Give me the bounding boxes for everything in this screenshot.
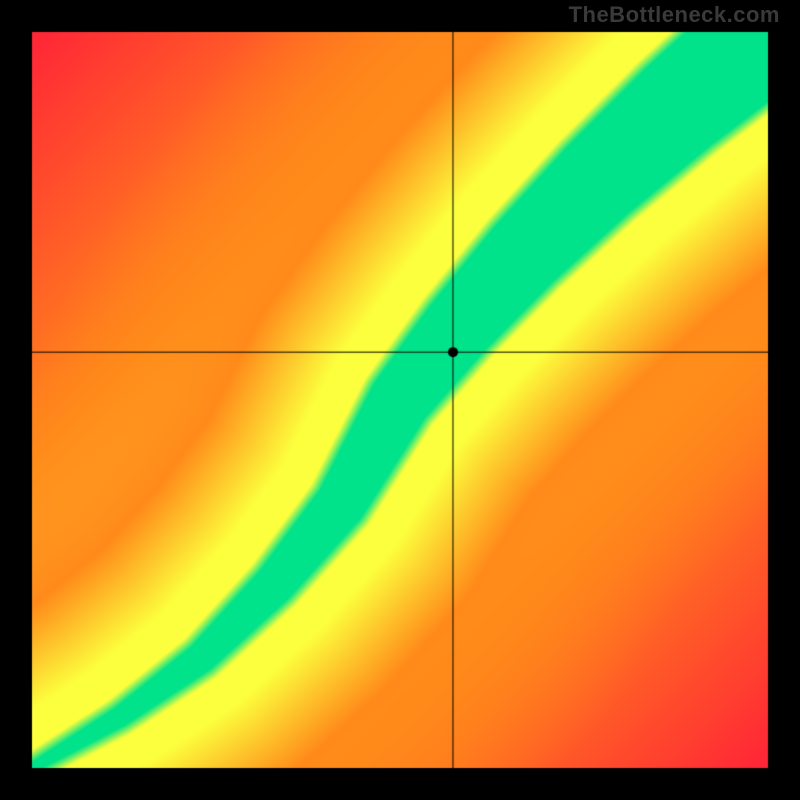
bottleneck-heatmap: [0, 0, 800, 800]
watermark-text: TheBottleneck.com: [569, 2, 780, 28]
chart-container: TheBottleneck.com: [0, 0, 800, 800]
